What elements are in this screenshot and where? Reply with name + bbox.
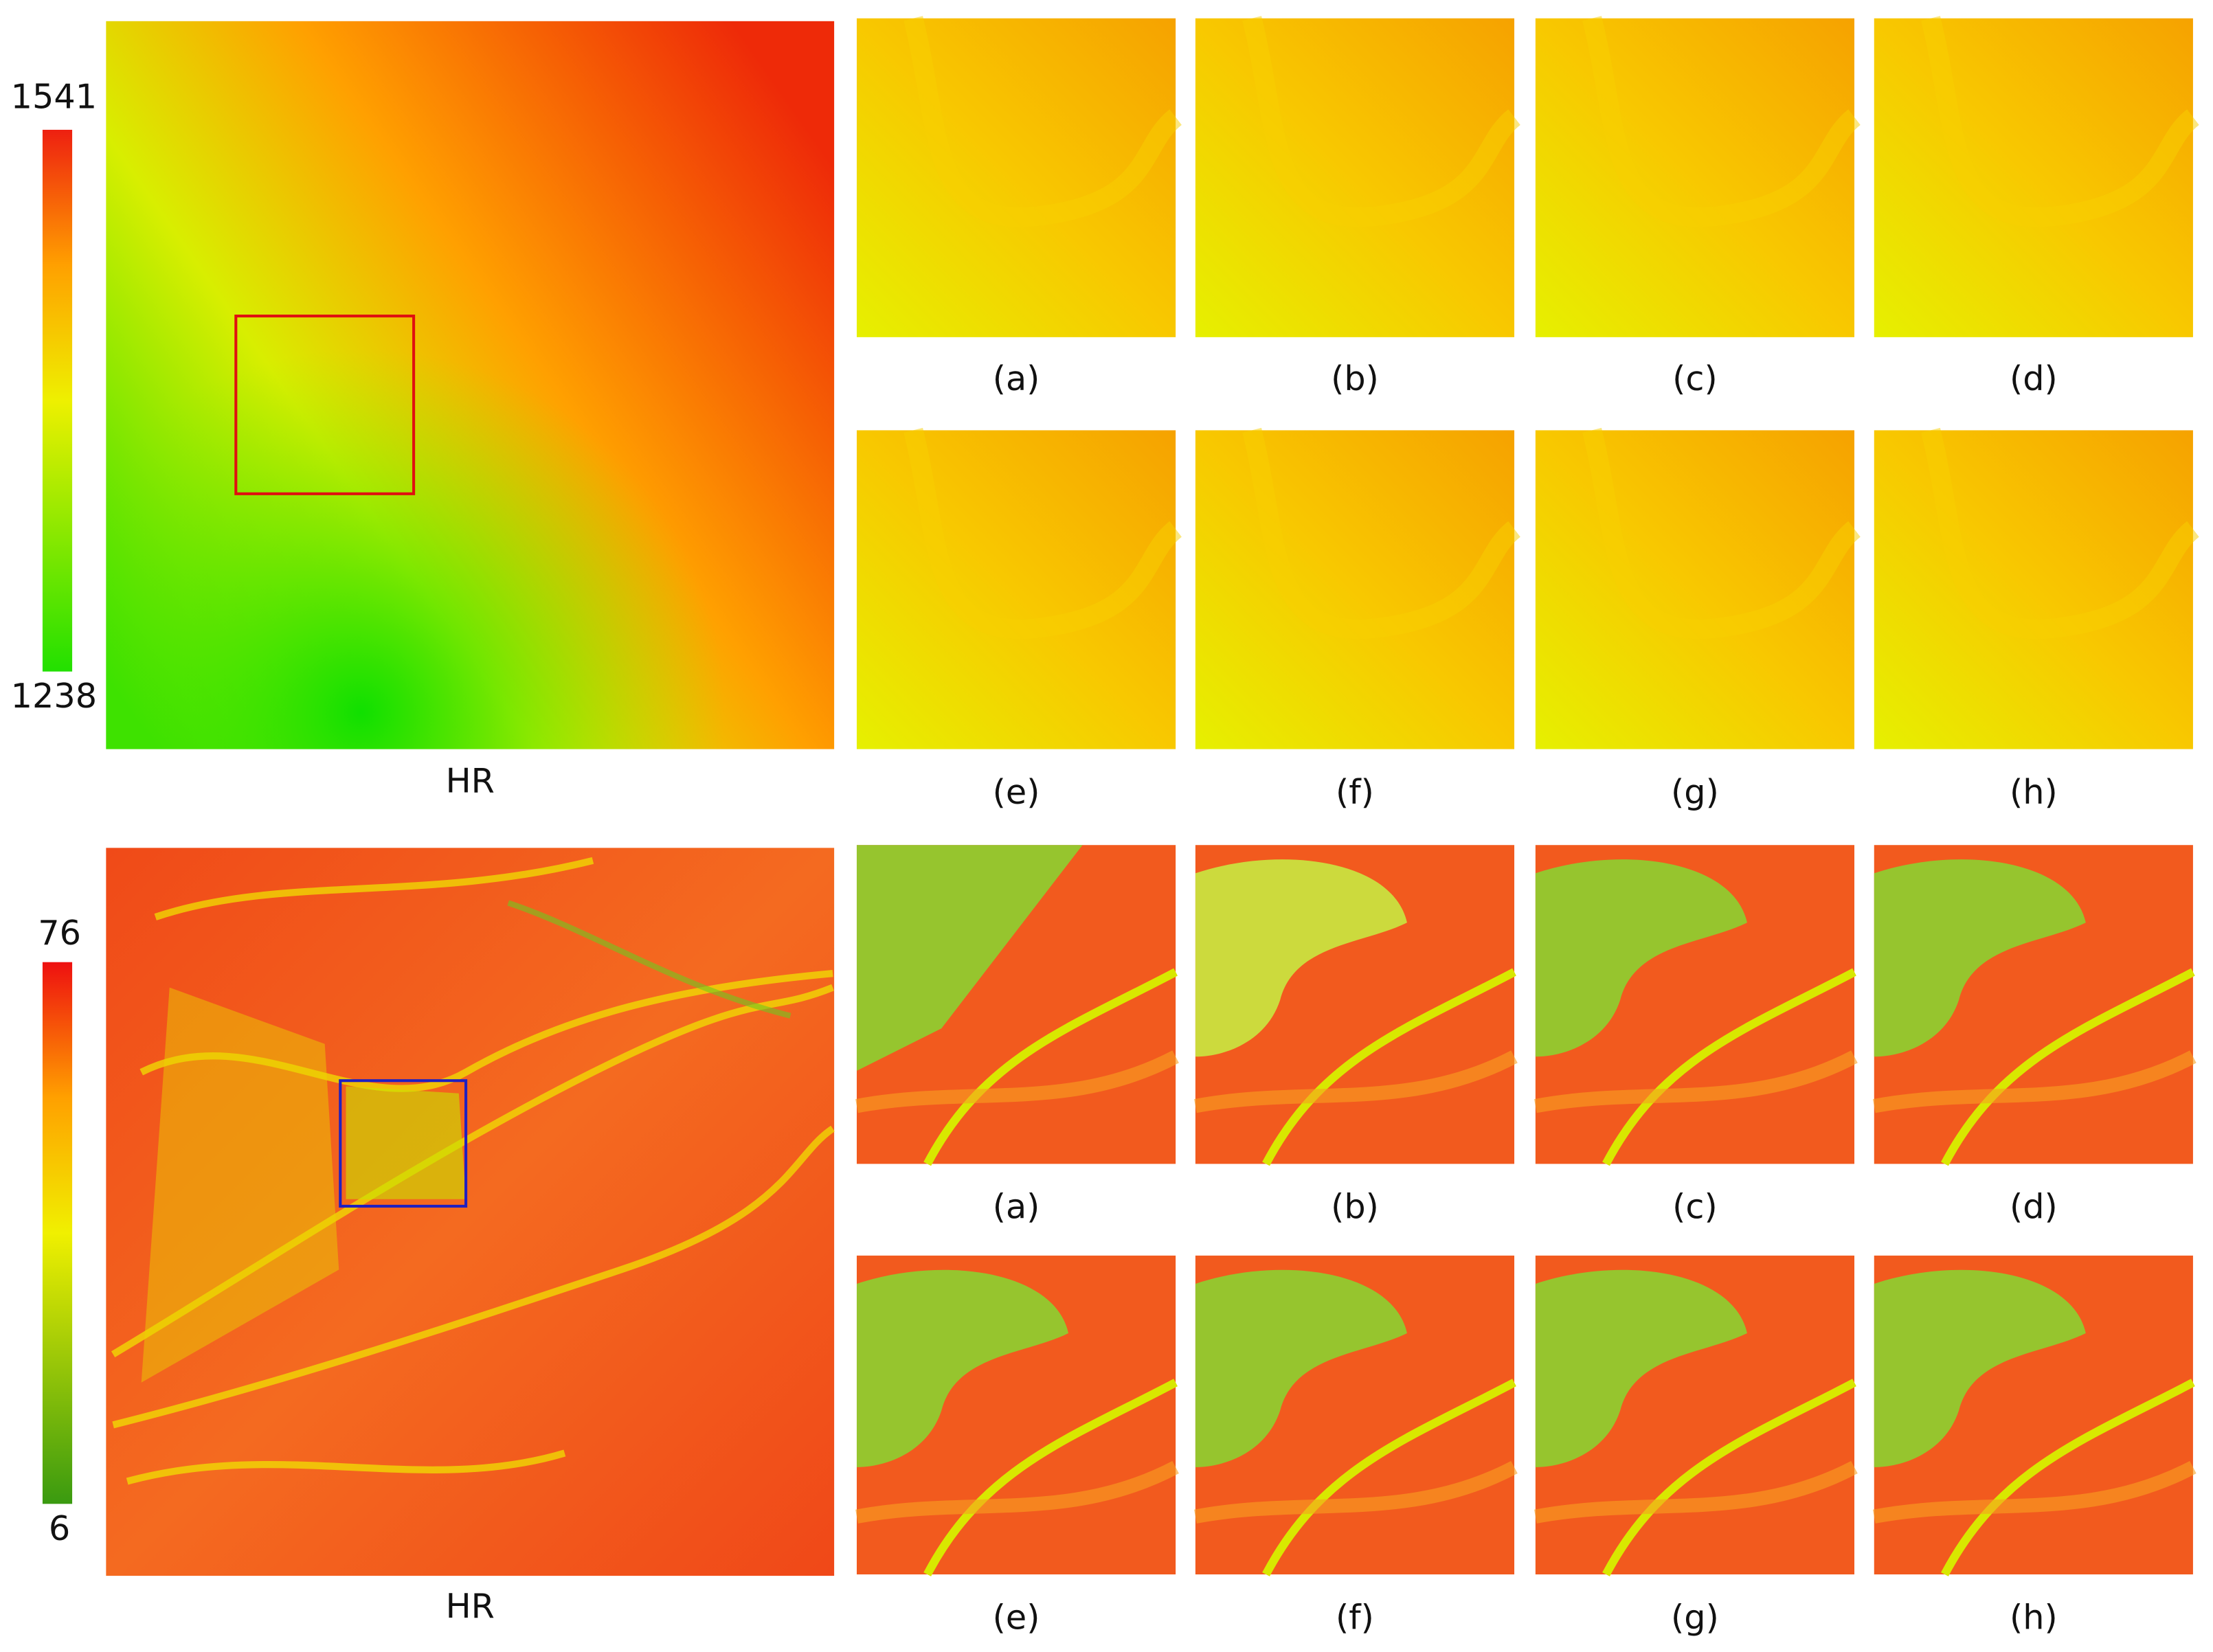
panel-band (1534, 1050, 1858, 1113)
colorbar (42, 962, 73, 1504)
panel-image (856, 16, 1182, 337)
panel-channel (1602, 1379, 1856, 1576)
colorbar-min: 6 (49, 1508, 70, 1548)
panel-band (1194, 1050, 1518, 1113)
colorbar (42, 129, 73, 672)
panel-ridge (1242, 16, 1521, 227)
panel-blob (1874, 859, 2086, 1057)
panel-image (1872, 845, 2197, 1166)
colorbar-max: 76 (38, 913, 81, 953)
panel-label: (e) (993, 772, 1040, 812)
panel-image (1194, 1255, 1518, 1576)
panel-label: (h) (2010, 772, 2058, 812)
zoom-box (234, 314, 416, 495)
panel-label: (g) (1671, 1597, 1719, 1637)
panel-ridge (1920, 427, 2200, 640)
colorbar-min: 1238 (11, 676, 97, 716)
hr-image-shade (106, 21, 835, 749)
hr-image (106, 848, 835, 1576)
panel-ridge (903, 16, 1182, 227)
panel-blob (856, 845, 1083, 1071)
panel-image (1872, 1255, 2197, 1576)
panel-ridge (1242, 427, 1521, 640)
panel-image (1534, 845, 1858, 1166)
panel-band (855, 1050, 1179, 1113)
panel-blob (1195, 1269, 1407, 1467)
panel-ridge (1582, 16, 1861, 227)
panel-channel (1941, 968, 2195, 1166)
panel-band (1194, 1460, 1518, 1524)
panel-channel (923, 968, 1178, 1166)
panel-label: (g) (1671, 772, 1719, 812)
panel-image (1195, 16, 1521, 337)
panel-blob (1535, 1269, 1747, 1467)
panel-band (1534, 1460, 1858, 1524)
panel-label: (d) (2010, 1187, 2058, 1227)
panel-blob (1874, 1269, 2086, 1467)
panel-blob (1195, 859, 1407, 1057)
panel-label: (d) (2010, 359, 2058, 398)
panel-label: (a) (993, 1187, 1040, 1227)
panel-label: (e) (993, 1597, 1040, 1637)
panel-image (855, 1255, 1179, 1576)
panel-image (1874, 16, 2200, 337)
panel-image (1535, 427, 1861, 749)
panel-label: (a) (993, 359, 1040, 398)
panel-blob (1535, 859, 1747, 1057)
zoom-box (339, 1079, 468, 1208)
panel-ridge (1920, 16, 2200, 227)
colorbar-max: 1541 (11, 76, 97, 116)
hr-label: HR (446, 1586, 495, 1626)
panel-band (855, 1460, 1179, 1524)
panel-band (1872, 1050, 2197, 1113)
panel-image (1194, 845, 1518, 1166)
panel-label: (b) (1331, 359, 1379, 398)
panel-channel (1941, 1379, 2195, 1576)
panel-channel (1262, 968, 1516, 1166)
panel-channel (1262, 1379, 1516, 1576)
panel-image (1534, 1255, 1858, 1576)
panel-label: (h) (2010, 1597, 2058, 1637)
panel-band (1872, 1460, 2197, 1524)
panel-label: (b) (1331, 1187, 1379, 1227)
panel-channel (1602, 968, 1856, 1166)
panel-label: (f) (1336, 772, 1374, 812)
panel-image (855, 845, 1179, 1166)
panel-label: (c) (1672, 1187, 1718, 1227)
panel-ridge (903, 427, 1182, 640)
hr-label: HR (446, 760, 495, 800)
panel-image (856, 427, 1182, 749)
panel-image (1874, 427, 2200, 749)
panel-label: (c) (1672, 359, 1718, 398)
panel-channel (923, 1379, 1178, 1576)
panel-blob (856, 1269, 1069, 1467)
panel-ridge (1582, 427, 1861, 640)
panel-image (1535, 16, 1861, 337)
panel-image (1195, 427, 1521, 749)
panel-label: (f) (1336, 1597, 1374, 1637)
